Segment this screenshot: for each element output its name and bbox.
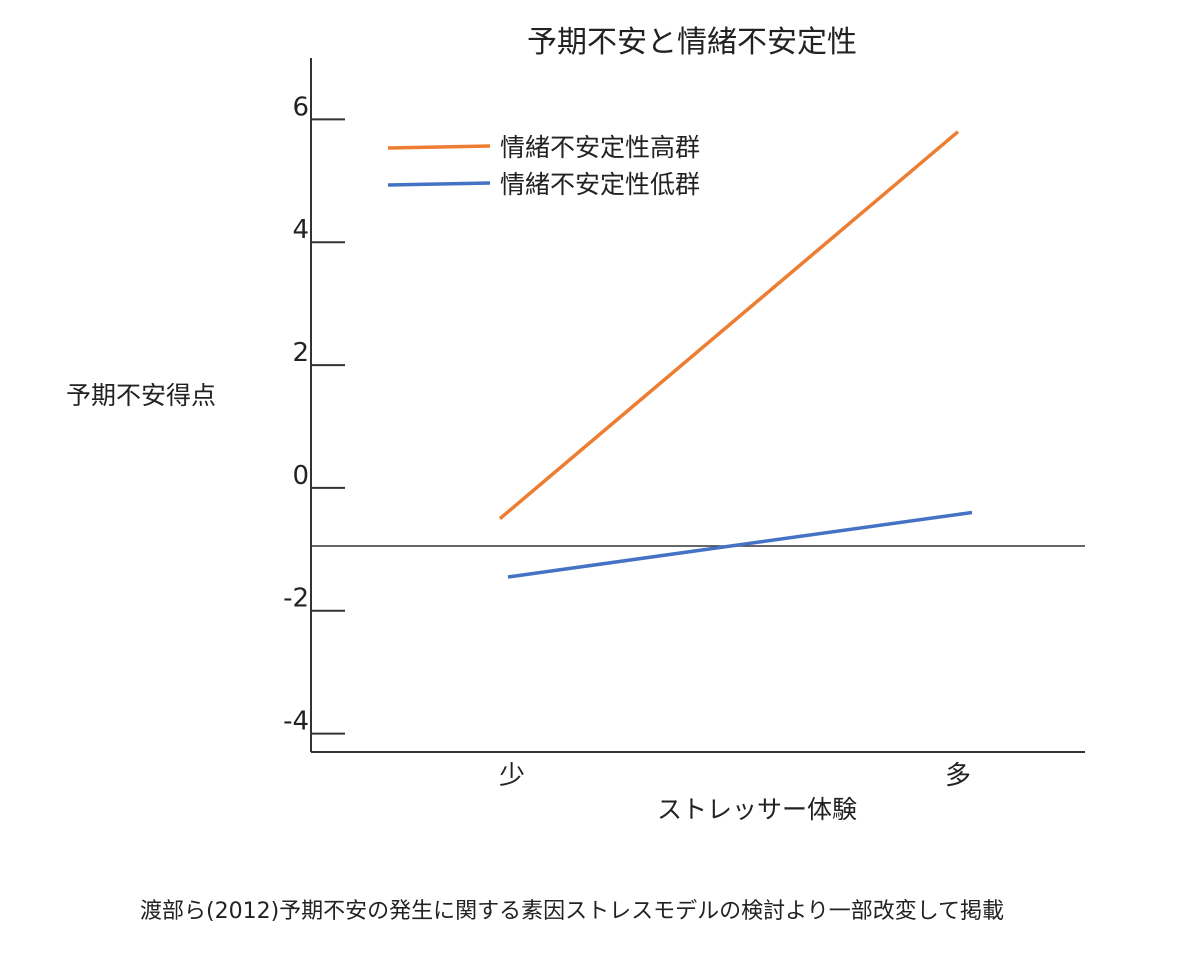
x-tick-labels: 少多 xyxy=(499,761,971,791)
y-tick-label: -2 xyxy=(283,584,309,614)
y-tick-label: 6 xyxy=(292,92,309,122)
y-tick-label: -4 xyxy=(283,707,309,737)
y-ticks: 6 4 2 0 -2 -4 xyxy=(283,92,345,737)
y-tick-label: 0 xyxy=(292,461,309,491)
legend-swatch xyxy=(387,181,491,187)
legend-label: 情緒不安定性高群 xyxy=(500,133,700,162)
series-line xyxy=(507,510,973,579)
chart-title: 予期不安と情緒不安定性 xyxy=(527,25,857,60)
line-chart: 予期不安と情緒不安定性 6420-2-4 少多 予期不安得点 ストレッサー体験 … xyxy=(66,25,1085,824)
figure-caption: 渡部ら(2012)予期不安の発生に関する素因ストレスモデルの検討より一部改変して… xyxy=(140,899,1005,924)
y-tick-label: 2 xyxy=(292,338,309,368)
series-lines xyxy=(498,130,973,579)
series-line xyxy=(498,130,960,520)
x-tick-label: 少 xyxy=(499,761,525,791)
y-axis-title: 予期不安得点 xyxy=(66,381,216,410)
y-tick-label: 4 xyxy=(292,215,309,245)
x-axis-title: ストレッサー体験 xyxy=(657,795,857,824)
legend-label: 情緒不安定性低群 xyxy=(500,170,700,199)
legend-swatch xyxy=(387,144,491,150)
x-tick-label: 多 xyxy=(945,761,971,791)
